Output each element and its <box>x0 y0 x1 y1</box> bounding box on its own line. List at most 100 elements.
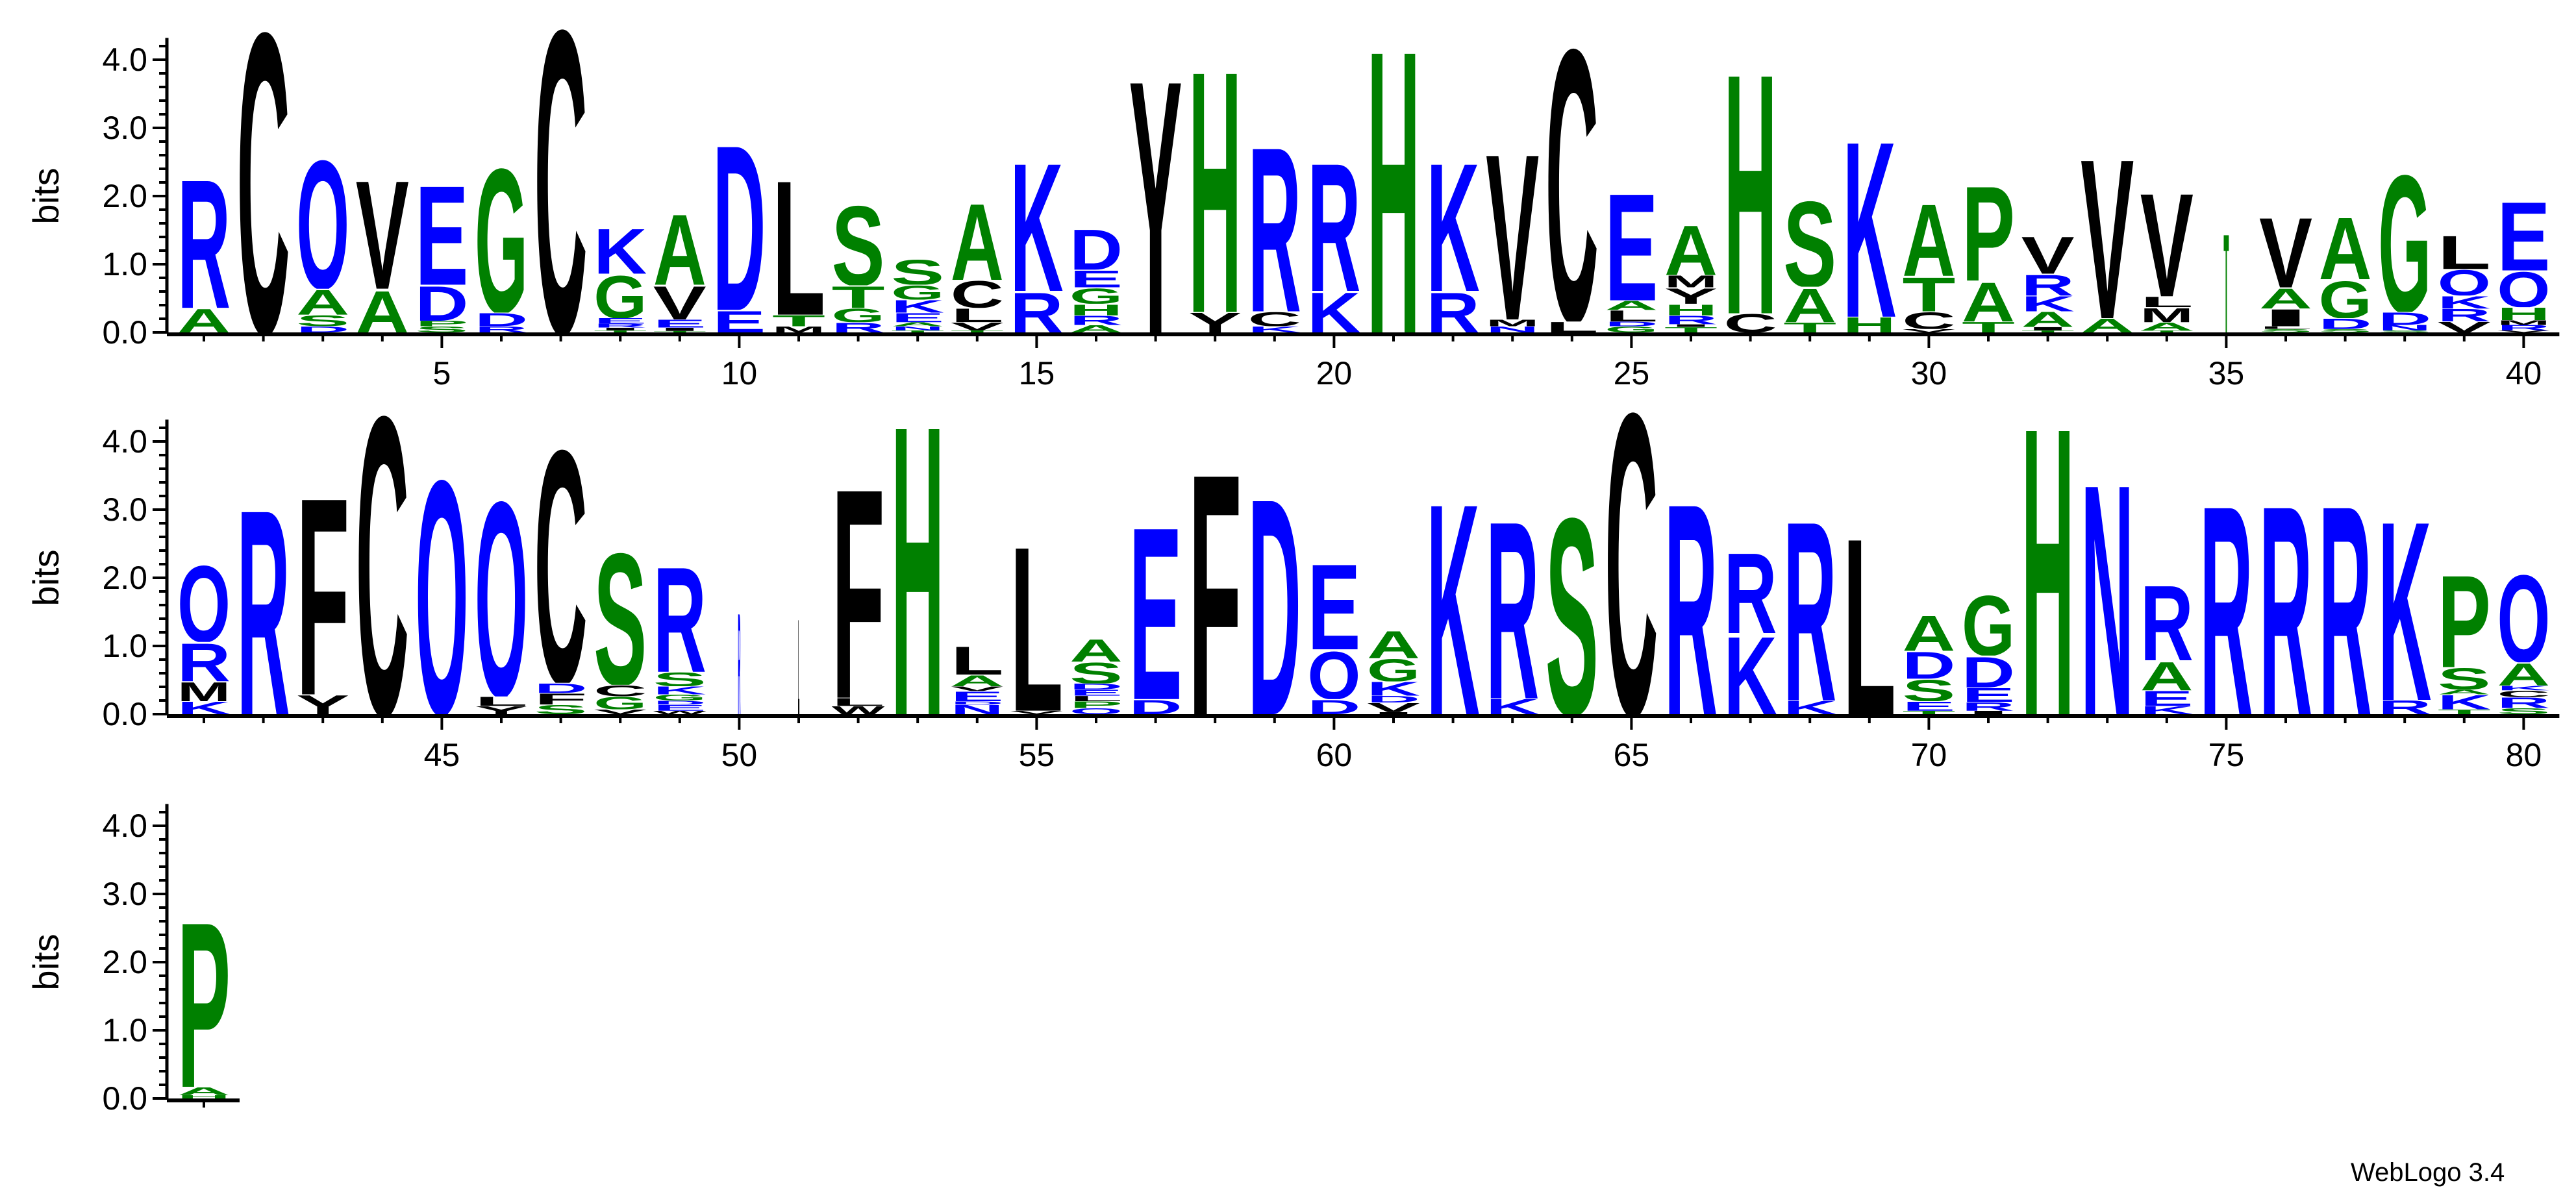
x-tick-label: 70 <box>1911 737 1947 773</box>
stack-position-58 <box>1188 462 1242 715</box>
stack-position-61 <box>1367 629 1420 715</box>
y-tick-label: 4.0 <box>102 423 147 460</box>
stack-position-11 <box>772 174 825 332</box>
stack-position-21 <box>1367 37 1420 332</box>
stack-position-70 <box>1902 614 1956 714</box>
stack-position-26 <box>1664 223 1718 332</box>
y-tick-label: 4.0 <box>102 42 147 78</box>
y-tick-label: 2.0 <box>102 944 147 980</box>
stack-position-2 <box>236 19 290 332</box>
stack-position-39 <box>2437 234 2491 332</box>
logo-letter-S <box>1545 508 1599 714</box>
stack-position-49 <box>653 562 707 714</box>
logo-row-2: 0.0 1.0 2.0 3.0 4.0 bits 45 50 55 60 65 70 75 80 <box>25 399 2560 773</box>
stack-position-31 <box>1962 181 2015 332</box>
y-tick-label: 1.0 <box>102 1012 147 1048</box>
stack-position-23 <box>1486 146 1540 332</box>
stack-position-81 <box>177 914 231 1098</box>
stack-position-38 <box>2378 169 2432 333</box>
x-tick-label: 80 <box>2506 737 2542 773</box>
y-tick-label: 2.0 <box>102 178 147 214</box>
x-tick-label: 50 <box>721 737 758 773</box>
x-tick-label: 30 <box>1911 355 1947 391</box>
stack-position-17 <box>1129 68 1182 333</box>
stack-position-27 <box>1723 62 1777 332</box>
y-axis-label: bits <box>25 167 66 224</box>
stack-position-14 <box>950 200 1004 333</box>
stack-position-43 <box>296 488 350 715</box>
stack-position-9 <box>653 211 707 332</box>
logo-letter-C <box>1605 399 1658 715</box>
stack-position-57 <box>1129 519 1182 715</box>
stack-position-72 <box>2021 414 2075 714</box>
stack-position-79 <box>2437 571 2491 714</box>
stack-position-41 <box>177 562 231 715</box>
x-tick-label: 10 <box>721 355 758 391</box>
y-axis-label: bits <box>25 549 66 606</box>
stack-position-3 <box>296 154 350 332</box>
y-tick-label: 1.0 <box>102 628 147 664</box>
logo-letter-R <box>2259 496 2312 714</box>
x-tick-label: 20 <box>1316 355 1353 391</box>
stack-position-29 <box>1842 133 1896 332</box>
logo-letter-F <box>1188 462 1242 715</box>
stack-position-12 <box>831 202 885 332</box>
logo-letter-H <box>1367 37 1420 332</box>
logo-letter-K <box>1426 493 1480 714</box>
logo-letter-N <box>2081 473 2134 714</box>
stack-position-33 <box>2081 151 2134 332</box>
logo-letter-C <box>236 19 290 332</box>
y-axis-label: bits <box>25 934 66 990</box>
stack-position-40 <box>2497 199 2551 333</box>
stack-position-18 <box>1188 60 1242 332</box>
x-tick-label: 75 <box>2208 737 2245 773</box>
logo-letter-C <box>534 16 588 333</box>
stack-position-30 <box>1902 201 1956 332</box>
x-tick-label: 5 <box>432 355 451 391</box>
stack-position-56 <box>1069 638 1123 714</box>
stack-position-25 <box>1605 188 1658 332</box>
stack-position-28 <box>1783 197 1837 332</box>
stack-position-19 <box>1247 139 1301 332</box>
stack-position-32 <box>2021 234 2075 333</box>
stack-position-1 <box>177 173 231 332</box>
stack-position-78 <box>2378 513 2432 714</box>
y-tick-label: 1.0 <box>102 246 147 282</box>
stack-position-16 <box>1069 227 1123 333</box>
logo-letter-R <box>236 500 290 715</box>
stack-position-69 <box>1842 530 1896 714</box>
x-tick-label: 15 <box>1019 355 1055 391</box>
stack-position-46 <box>475 492 528 715</box>
y-tick-label: 0.0 <box>102 1080 147 1117</box>
logo-letter-H <box>891 412 945 714</box>
y-tick-label: 0.0 <box>102 696 147 732</box>
stack-position-53 <box>891 412 945 714</box>
stack-position-5 <box>415 180 469 332</box>
y-tick-label: 3.0 <box>102 110 147 146</box>
stack-position-15 <box>1010 157 1064 333</box>
stack-position-68 <box>1783 513 1837 714</box>
stack-position-64 <box>1545 508 1599 714</box>
stack-position-59 <box>1247 488 1301 714</box>
logo-row-1: 0.0 1.0 2.0 3.0 4.0 bits 5 10 15 20 25 30 35 40 <box>25 16 2560 391</box>
logo-row-3: 0.0 1.0 2.0 3.0 4.0 bits <box>25 804 240 1117</box>
logo-letter-L <box>1842 530 1896 714</box>
stack-position-37 <box>2318 214 2372 332</box>
y-tick-label: 3.0 <box>102 491 147 528</box>
y-tick-label: 4.0 <box>102 808 147 844</box>
stack-position-44 <box>355 403 409 715</box>
stack-position-76 <box>2259 496 2312 714</box>
stack-position-74 <box>2140 582 2194 715</box>
stack-position-22 <box>1426 157 1480 333</box>
stack-position-73 <box>2081 473 2134 714</box>
logo-letter-R <box>2318 496 2372 714</box>
y-tick-label: 3.0 <box>102 876 147 912</box>
stack-position-36 <box>2259 214 2312 332</box>
x-tick-label: 55 <box>1019 737 1055 773</box>
stack-position-4 <box>355 175 409 332</box>
stack-position-65 <box>1605 399 1658 715</box>
stack-position-47 <box>534 439 588 714</box>
weblogo-credit: WebLogo 3.4 <box>2351 1158 2505 1187</box>
stack-position-67 <box>1723 549 1777 714</box>
stack-position-8 <box>594 227 647 333</box>
